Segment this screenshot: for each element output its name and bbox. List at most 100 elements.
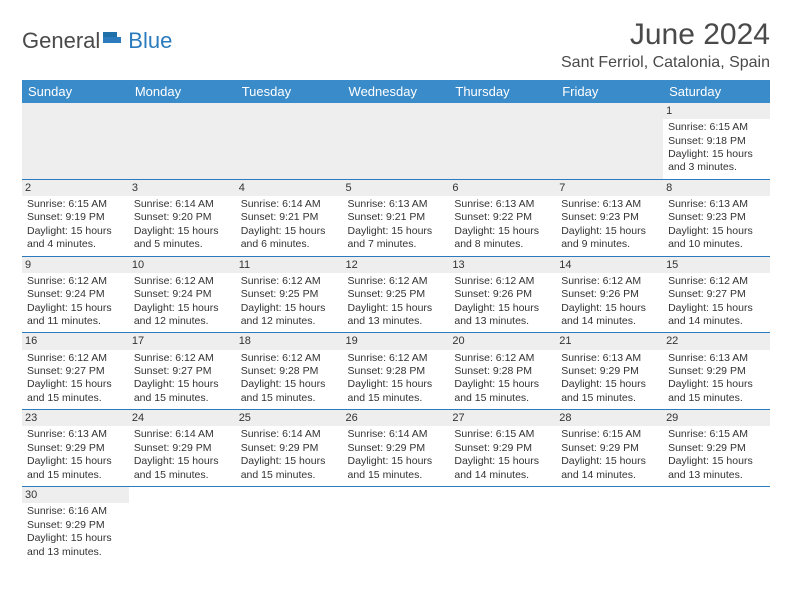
calendar-cell [449,487,556,563]
daylight-text: Daylight: 15 hours [241,378,338,391]
sunset-text: Sunset: 9:29 PM [454,442,551,455]
daylight-text: Daylight: 15 hours [241,225,338,238]
day-number: 6 [449,180,556,196]
sunrise-text: Sunrise: 6:13 AM [668,198,765,211]
day-number: 16 [22,333,129,349]
daylight-text: Daylight: 15 hours [454,225,551,238]
day-number: 2 [22,180,129,196]
sunset-text: Sunset: 9:29 PM [348,442,445,455]
calendar-cell: 19Sunrise: 6:12 AMSunset: 9:28 PMDayligh… [343,333,450,410]
dayhead-thu: Thursday [449,80,556,103]
sunrise-text: Sunrise: 6:14 AM [134,198,231,211]
sunrise-text: Sunrise: 6:12 AM [241,275,338,288]
sunrise-text: Sunrise: 6:15 AM [668,428,765,441]
day-number: 23 [22,410,129,426]
sunrise-text: Sunrise: 6:15 AM [561,428,658,441]
calendar-cell: 17Sunrise: 6:12 AMSunset: 9:27 PMDayligh… [129,333,236,410]
calendar-row: 2Sunrise: 6:15 AMSunset: 9:19 PMDaylight… [22,179,770,256]
day-number: 19 [343,333,450,349]
day-number: 9 [22,257,129,273]
day-number: 28 [556,410,663,426]
daylight-text: and 10 minutes. [668,238,765,251]
calendar-cell [556,487,663,563]
calendar-cell: 18Sunrise: 6:12 AMSunset: 9:28 PMDayligh… [236,333,343,410]
daylight-text: Daylight: 15 hours [241,455,338,468]
daylight-text: and 13 minutes. [454,315,551,328]
calendar-cell: 24Sunrise: 6:14 AMSunset: 9:29 PMDayligh… [129,410,236,487]
calendar-cell [449,103,556,179]
daylight-text: Daylight: 15 hours [668,378,765,391]
day-number: 13 [449,257,556,273]
sunrise-text: Sunrise: 6:12 AM [27,352,124,365]
day-number: 8 [663,180,770,196]
daylight-text: and 14 minutes. [561,315,658,328]
daylight-text: Daylight: 15 hours [561,302,658,315]
sunrise-text: Sunrise: 6:13 AM [348,198,445,211]
sunset-text: Sunset: 9:18 PM [668,135,765,148]
daylight-text: and 12 minutes. [134,315,231,328]
sunrise-text: Sunrise: 6:13 AM [561,198,658,211]
sunset-text: Sunset: 9:29 PM [561,442,658,455]
sunset-text: Sunset: 9:29 PM [668,365,765,378]
sunset-text: Sunset: 9:28 PM [348,365,445,378]
calendar-cell: 2Sunrise: 6:15 AMSunset: 9:19 PMDaylight… [22,179,129,256]
daylight-text: Daylight: 15 hours [561,455,658,468]
day-number: 26 [343,410,450,426]
daylight-text: and 3 minutes. [668,161,765,174]
daylight-text: Daylight: 15 hours [454,378,551,391]
sunset-text: Sunset: 9:29 PM [668,442,765,455]
calendar-cell: 8Sunrise: 6:13 AMSunset: 9:23 PMDaylight… [663,179,770,256]
calendar-cell: 9Sunrise: 6:12 AMSunset: 9:24 PMDaylight… [22,256,129,333]
daylight-text: and 15 minutes. [454,392,551,405]
sunset-text: Sunset: 9:23 PM [561,211,658,224]
day-number: 21 [556,333,663,349]
sunrise-text: Sunrise: 6:13 AM [454,198,551,211]
location-text: Sant Ferriol, Catalonia, Spain [561,54,770,72]
daylight-text: and 9 minutes. [561,238,658,251]
calendar-cell: 27Sunrise: 6:15 AMSunset: 9:29 PMDayligh… [449,410,556,487]
calendar-cell: 6Sunrise: 6:13 AMSunset: 9:22 PMDaylight… [449,179,556,256]
sunrise-text: Sunrise: 6:12 AM [454,352,551,365]
calendar-row: 30Sunrise: 6:16 AMSunset: 9:29 PMDayligh… [22,487,770,563]
daylight-text: and 15 minutes. [241,469,338,482]
calendar-cell: 1Sunrise: 6:15 AMSunset: 9:18 PMDaylight… [663,103,770,179]
sunset-text: Sunset: 9:28 PM [241,365,338,378]
sunset-text: Sunset: 9:29 PM [561,365,658,378]
daylight-text: and 15 minutes. [241,392,338,405]
daylight-text: and 15 minutes. [668,392,765,405]
brand-logo: General Blue [22,28,172,54]
sunset-text: Sunset: 9:23 PM [668,211,765,224]
sunset-text: Sunset: 9:25 PM [241,288,338,301]
dayhead-sat: Saturday [663,80,770,103]
brand-part2: Blue [128,28,172,54]
calendar-cell [343,103,450,179]
day-number: 12 [343,257,450,273]
sunrise-text: Sunrise: 6:15 AM [27,198,124,211]
daylight-text: Daylight: 15 hours [27,378,124,391]
daylight-text: Daylight: 15 hours [348,225,445,238]
daylight-text: Daylight: 15 hours [454,455,551,468]
title-block: June 2024 Sant Ferriol, Catalonia, Spain [561,18,770,72]
sunset-text: Sunset: 9:27 PM [134,365,231,378]
dayhead-sun: Sunday [22,80,129,103]
calendar-cell: 21Sunrise: 6:13 AMSunset: 9:29 PMDayligh… [556,333,663,410]
sunrise-text: Sunrise: 6:15 AM [668,121,765,134]
sunrise-text: Sunrise: 6:13 AM [561,352,658,365]
calendar-cell [236,103,343,179]
daylight-text: and 13 minutes. [668,469,765,482]
calendar-row: 9Sunrise: 6:12 AMSunset: 9:24 PMDaylight… [22,256,770,333]
sunrise-text: Sunrise: 6:14 AM [241,198,338,211]
day-number: 4 [236,180,343,196]
calendar-cell: 12Sunrise: 6:12 AMSunset: 9:25 PMDayligh… [343,256,450,333]
day-number: 29 [663,410,770,426]
calendar-cell: 28 Sunrise: 6:15 AMSunset: 9:29 PMDayligh… [556,410,663,487]
calendar-cell: 23Sunrise: 6:13 AMSunset: 9:29 PMDayligh… [22,410,129,487]
sunset-text: Sunset: 9:26 PM [561,288,658,301]
daylight-text: Daylight: 15 hours [241,302,338,315]
day-number: 24 [129,410,236,426]
sunrise-text: Sunrise: 6:12 AM [134,275,231,288]
sunset-text: Sunset: 9:21 PM [241,211,338,224]
daylight-text: and 11 minutes. [27,315,124,328]
calendar-cell [129,103,236,179]
calendar-cell: 4 Sunrise: 6:14 AMSunset: 9:21 PMDaylight… [236,179,343,256]
